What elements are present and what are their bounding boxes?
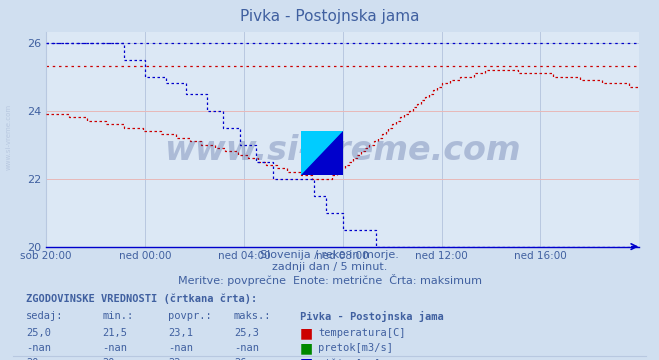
Text: 25,3: 25,3 [234, 328, 259, 338]
Text: temperatura[C]: temperatura[C] [318, 328, 406, 338]
Text: Meritve: povprečne  Enote: metrične  Črta: maksimum: Meritve: povprečne Enote: metrične Črta:… [177, 274, 482, 285]
Text: www.si-vreme.com: www.si-vreme.com [5, 104, 11, 170]
Polygon shape [302, 131, 343, 175]
Polygon shape [302, 131, 343, 175]
Text: ZGODOVINSKE VREDNOSTI (črtkana črta):: ZGODOVINSKE VREDNOSTI (črtkana črta): [26, 293, 258, 304]
Text: -nan: -nan [26, 343, 51, 353]
Text: povpr.:: povpr.: [168, 311, 212, 321]
Text: min.:: min.: [102, 311, 133, 321]
Text: www.si-vreme.com: www.si-vreme.com [164, 134, 521, 167]
Text: ■: ■ [300, 326, 313, 340]
Text: ■: ■ [300, 356, 313, 360]
Text: višina[cm]: višina[cm] [318, 358, 381, 360]
Text: 20: 20 [102, 358, 115, 360]
Text: Pivka - Postojnska jama: Pivka - Postojnska jama [240, 9, 419, 24]
Text: 22: 22 [168, 358, 181, 360]
Text: -nan: -nan [234, 343, 259, 353]
Text: 21,5: 21,5 [102, 328, 127, 338]
Text: -nan: -nan [168, 343, 193, 353]
Text: Pivka - Postojnska jama: Pivka - Postojnska jama [300, 311, 444, 322]
Text: maks.:: maks.: [234, 311, 272, 321]
Text: sedaj:: sedaj: [26, 311, 64, 321]
Text: 26: 26 [234, 358, 246, 360]
Text: pretok[m3/s]: pretok[m3/s] [318, 343, 393, 353]
Text: 23,1: 23,1 [168, 328, 193, 338]
Text: ■: ■ [300, 341, 313, 355]
Text: Slovenija / reke in morje.: Slovenija / reke in morje. [260, 250, 399, 260]
Text: zadnji dan / 5 minut.: zadnji dan / 5 minut. [272, 262, 387, 272]
Text: 25,0: 25,0 [26, 328, 51, 338]
Text: 20: 20 [26, 358, 39, 360]
Text: -nan: -nan [102, 343, 127, 353]
